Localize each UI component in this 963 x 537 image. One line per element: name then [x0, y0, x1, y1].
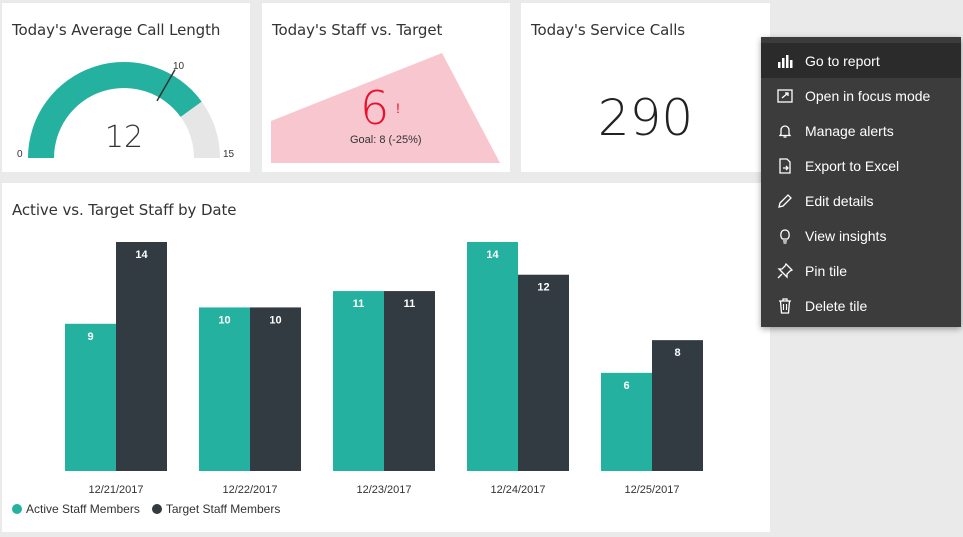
bar-active-staff[interactable] — [199, 307, 250, 471]
kpi-warning-indicator: ! — [396, 100, 400, 116]
menu-item-edit-details[interactable]: Edit details — [761, 183, 961, 218]
bar-data-label: 14 — [486, 249, 499, 261]
tile-context-menu: Go to report Open in focus mode Manage a… — [761, 37, 961, 327]
x-axis-tick-label: 12/24/2017 — [490, 484, 545, 496]
bar-data-label: 14 — [135, 249, 148, 261]
kpi-goal: Goal: 8 (-25%) — [350, 134, 422, 146]
legend-dot — [12, 504, 22, 514]
kpi-trend-area — [271, 53, 500, 163]
legend-label: Active Staff Members — [26, 502, 140, 516]
menu-item-label: Manage alerts — [805, 122, 894, 139]
legend-dot — [151, 504, 162, 514]
legend-item-active[interactable]: Active Staff Members — [12, 502, 140, 516]
kpi-value: 6 — [360, 81, 390, 135]
gauge-min-label: 0 — [17, 149, 23, 160]
gauge-value: 12 — [104, 120, 144, 155]
legend-item-target[interactable]: Target Staff Members — [151, 502, 281, 516]
menu-item-focus-mode[interactable]: Open in focus mode — [761, 78, 961, 113]
menu-item-label: Pin tile — [805, 262, 848, 279]
tile-title: Today's Average Call Length — [12, 21, 221, 39]
x-axis-tick-label: 12/23/2017 — [356, 484, 411, 496]
bar-target-staff[interactable] — [518, 274, 569, 471]
tile-active-vs-target-chart[interactable]: Active vs. Target Staff by Date 9 14 12/21… — [2, 183, 770, 532]
menu-item-go-to-report[interactable]: Go to report — [761, 43, 961, 78]
card-value: 290 — [597, 89, 694, 147]
menu-item-label: Export to Excel — [805, 157, 900, 174]
menu-item-label: Go to report — [805, 52, 880, 69]
menu-item-manage-alerts[interactable]: Manage alerts — [761, 113, 961, 148]
bar-active-staff[interactable] — [467, 242, 518, 471]
menu-item-delete-tile[interactable]: Delete tile — [761, 288, 961, 323]
bell-icon — [777, 123, 805, 139]
x-axis-tick-label: 12/22/2017 — [222, 484, 277, 496]
bar-chart: 9 14 12/21/2017 10 10 12/22/2017 11 11 12/23/201… — [65, 242, 703, 496]
pin-icon — [777, 262, 805, 279]
trash-icon — [777, 297, 805, 314]
menu-item-label: Edit details — [805, 192, 874, 209]
export-icon — [777, 157, 805, 174]
menu-item-view-insights[interactable]: View insights — [761, 218, 961, 253]
bar-target-staff[interactable] — [250, 307, 301, 471]
bar-data-label: 10 — [269, 314, 281, 326]
bar-chart-icon — [777, 54, 805, 68]
gauge-target-marker — [156, 69, 176, 102]
lightbulb-icon — [777, 228, 805, 244]
bar-target-staff[interactable] — [116, 242, 167, 471]
menu-item-label: View insights — [805, 227, 887, 244]
bar-data-label: 12 — [537, 282, 549, 294]
tile-title: Today's Service Calls — [531, 21, 686, 39]
bar-data-label: 6 — [623, 380, 629, 392]
pencil-icon — [777, 193, 805, 209]
bar-data-label: 8 — [674, 347, 680, 359]
legend-label: Target Staff Members — [165, 502, 281, 516]
bar-data-label: 11 — [353, 298, 365, 310]
gauge-value-arc — [28, 62, 202, 159]
menu-item-pin-tile[interactable]: Pin tile — [761, 253, 961, 288]
x-axis-tick-label: 12/25/2017 — [624, 484, 679, 496]
menu-item-label: Open in focus mode — [805, 87, 931, 104]
menu-item-label: Delete tile — [805, 297, 868, 314]
bar-active-staff[interactable] — [333, 291, 384, 471]
focus-mode-icon — [777, 88, 805, 103]
tile-title: Today's Staff vs. Target — [272, 21, 443, 39]
gauge-max-label: 15 — [223, 149, 235, 160]
tile-service-calls[interactable]: Today's Service Calls 290 — [521, 3, 770, 172]
bar-data-label: 9 — [87, 331, 93, 343]
chart-title: Active vs. Target Staff by Date — [12, 201, 237, 219]
tile-average-call-length[interactable]: Today's Average Call Length 12 0 10 15 — [2, 3, 250, 172]
bar-active-staff[interactable] — [65, 323, 116, 471]
tile-staff-vs-target[interactable]: Today's Staff vs. Target 6 ! Goal: 8 (-2… — [262, 3, 510, 172]
menu-item-export-excel[interactable]: Export to Excel — [761, 148, 961, 183]
bar-data-label: 11 — [404, 298, 416, 310]
chart-legend: Active Staff Members Target Staff Member… — [12, 502, 280, 516]
bar-data-label: 10 — [218, 314, 230, 326]
bar-target-staff[interactable] — [384, 291, 435, 471]
bar-active-staff[interactable] — [601, 372, 652, 471]
gauge-chart — [28, 62, 220, 159]
bar-target-staff[interactable] — [652, 340, 703, 471]
gauge-target-label: 10 — [173, 61, 185, 72]
x-axis-tick-label: 12/21/2017 — [88, 484, 143, 496]
